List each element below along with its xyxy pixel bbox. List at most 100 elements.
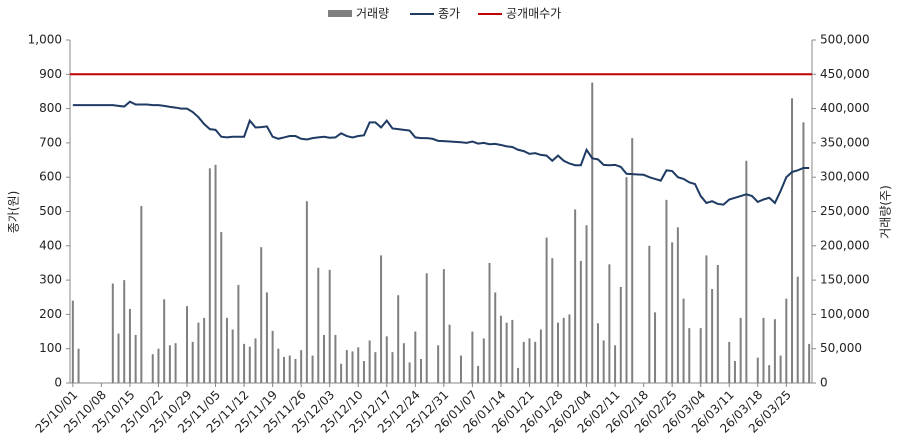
- volume-bar: [311, 355, 314, 383]
- volume-bar: [442, 269, 445, 383]
- volume-bar: [728, 341, 731, 383]
- legend-label: 공개매수가: [506, 7, 561, 21]
- volume-bar: [665, 199, 668, 383]
- y2-tick-label: 500,000: [820, 33, 870, 47]
- volume-bar: [779, 355, 782, 383]
- y2-tick-label: 400,000: [820, 101, 870, 115]
- volume-bar: [231, 329, 234, 383]
- volume-bar: [340, 363, 343, 383]
- volume-bar: [557, 322, 560, 383]
- y-tick-label: 700: [39, 135, 62, 149]
- volume-bar: [534, 341, 537, 383]
- y-tick-label: 100: [39, 341, 62, 355]
- volume-bar: [459, 355, 462, 383]
- volume-bar: [648, 245, 651, 383]
- volume-bar: [705, 255, 708, 383]
- volume-bar: [596, 323, 599, 383]
- volume-bar: [448, 324, 451, 383]
- volume-bar: [351, 351, 354, 383]
- volume-bar: [317, 267, 320, 383]
- y-tick-label: 300: [39, 273, 62, 287]
- volume-bar: [345, 350, 348, 383]
- volume-bar: [208, 168, 211, 383]
- volume-bar: [134, 334, 137, 383]
- volume-bar: [591, 82, 594, 384]
- volume-bar: [197, 322, 200, 383]
- volume-bar: [631, 138, 634, 383]
- volume-bar: [283, 356, 286, 383]
- volume-bar: [328, 269, 331, 383]
- legend-swatch: [328, 10, 352, 17]
- volume-bar: [654, 312, 657, 383]
- volume-bar: [425, 273, 428, 383]
- volume-bar: [568, 314, 571, 383]
- volume-bar: [602, 340, 605, 383]
- volume-bar: [414, 331, 417, 383]
- volume-bar: [191, 341, 194, 383]
- y-tick-label: 200: [39, 307, 62, 321]
- volume-bar: [322, 334, 325, 383]
- volume-bar: [808, 343, 811, 383]
- volume-bar: [511, 319, 514, 383]
- y2-tick-label: 450,000: [820, 67, 870, 81]
- volume-bar: [522, 341, 525, 383]
- volume-bar: [174, 343, 177, 383]
- y2-tick-label: 200,000: [820, 238, 870, 252]
- volume-bar: [380, 255, 383, 383]
- volume-bar: [203, 317, 206, 383]
- volume-bar: [374, 352, 377, 383]
- volume-bar: [614, 345, 617, 383]
- volume-bar: [163, 299, 166, 383]
- volume-bar: [551, 258, 554, 383]
- volume-bar: [157, 348, 160, 383]
- volume-bar: [288, 355, 291, 383]
- y-tick-label: 800: [39, 101, 62, 115]
- y-tick-label: 0: [54, 376, 62, 390]
- volume-bar: [362, 361, 365, 383]
- volume-bar: [528, 338, 531, 383]
- volume-bar: [499, 315, 502, 383]
- volume-bar: [539, 329, 542, 383]
- y2-tick-label: 350,000: [820, 135, 870, 149]
- y-tick-label: 400: [39, 238, 62, 252]
- volume-bar: [254, 338, 257, 383]
- volume-bar: [168, 345, 171, 383]
- volume-bar: [802, 122, 805, 383]
- volume-bar: [123, 280, 126, 383]
- y2-tick-label: 100,000: [820, 307, 870, 321]
- y2-axis-label: 거래량(주): [879, 185, 893, 239]
- volume-bar: [671, 242, 674, 383]
- volume-bar: [477, 365, 480, 383]
- volume-bar: [716, 265, 719, 383]
- volume-bar: [733, 361, 736, 383]
- volume-bar: [128, 308, 131, 383]
- volume-bar: [420, 358, 423, 383]
- volume-bar: [768, 365, 771, 383]
- volume-bar: [300, 350, 303, 383]
- volume-bar: [140, 206, 143, 383]
- volume-bar: [71, 300, 74, 383]
- volume-bar: [574, 209, 577, 383]
- volume-bar: [357, 347, 360, 383]
- volume-bar: [214, 164, 217, 383]
- y2-tick-label: 250,000: [820, 204, 870, 218]
- volume-bar: [151, 354, 154, 383]
- volume-bar: [243, 343, 246, 383]
- volume-bar: [608, 264, 611, 383]
- volume-bar: [117, 333, 120, 383]
- volume-bar: [225, 317, 228, 383]
- volume-bar: [408, 362, 411, 383]
- volume-bar: [773, 319, 776, 383]
- volume-bar: [237, 284, 240, 383]
- volume-bar: [494, 292, 497, 383]
- volume-bar: [791, 98, 794, 383]
- y2-tick-label: 50,000: [820, 341, 862, 355]
- volume-bar: [739, 317, 742, 383]
- volume-bar: [77, 348, 80, 383]
- volume-bar: [471, 331, 474, 383]
- y2-tick-label: 150,000: [820, 273, 870, 287]
- volume-bar: [711, 289, 714, 383]
- volume-bar: [277, 348, 280, 383]
- y-tick-label: 500: [39, 204, 62, 218]
